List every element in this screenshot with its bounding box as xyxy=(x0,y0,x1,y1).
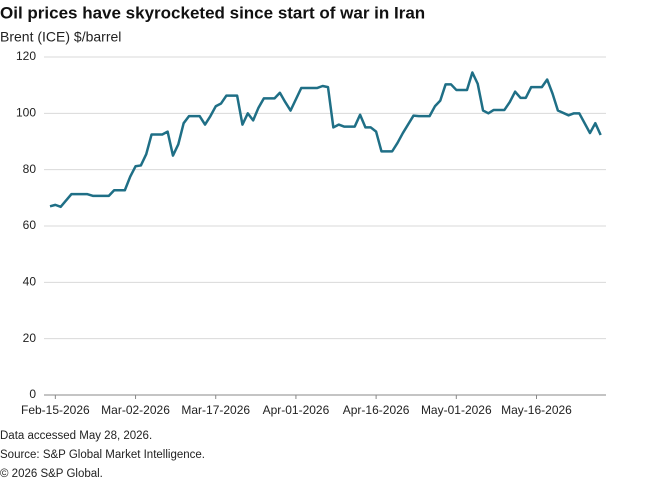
y-tick-label: 60 xyxy=(23,218,37,232)
data-line xyxy=(49,71,602,209)
note: Data accessed May 28, 2026. xyxy=(0,430,152,442)
y-tick-label: 120 xyxy=(16,49,36,63)
x-tick-label: May-16-2026 xyxy=(501,403,572,417)
chart-title: Oil prices have skyrocketed since start … xyxy=(0,3,425,22)
chart-subtitle: Brent (ICE) $/barrel xyxy=(0,29,121,45)
x-tick-label: Apr-16-2026 xyxy=(343,403,410,417)
y-tick-label: 0 xyxy=(29,387,36,401)
y-tick-label: 20 xyxy=(23,331,37,345)
y-tick-label: 80 xyxy=(23,162,37,176)
x-tick-label: Apr-01-2026 xyxy=(263,403,330,417)
y-tick-label: 100 xyxy=(16,106,36,120)
x-tick-label: Mar-17-2026 xyxy=(181,403,250,417)
note: © 2026 S&P Global. xyxy=(0,468,103,480)
y-tick-label: 40 xyxy=(23,275,37,289)
x-tick-label: Mar-02-2026 xyxy=(101,403,170,417)
note: Source: S&P Global Market Intelligence. xyxy=(0,449,205,461)
x-tick-label: May-01-2026 xyxy=(421,403,492,417)
x-tick-label: Feb-15-2026 xyxy=(21,403,90,417)
